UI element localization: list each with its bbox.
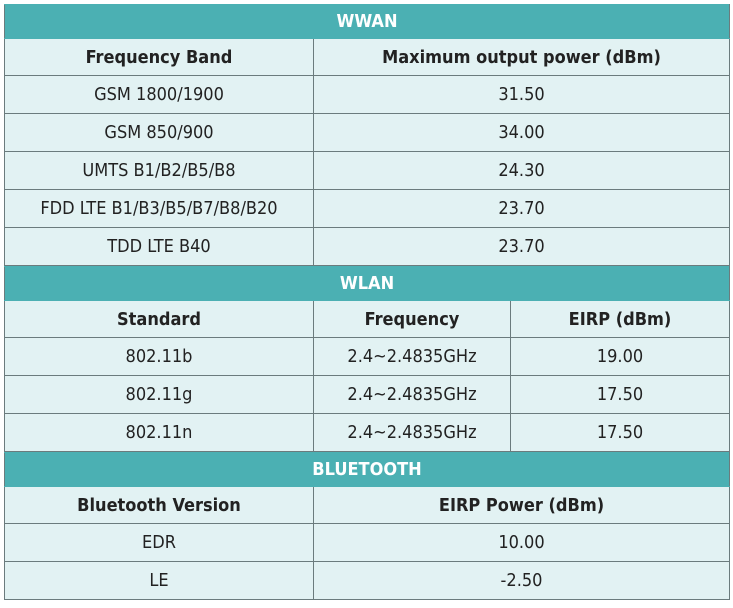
data-row: 802.11g 2.4~2.4835GHz 17.50 bbox=[4, 375, 731, 414]
cell: 2.4~2.4835GHz bbox=[313, 337, 511, 376]
cell: GSM 850/900 bbox=[4, 113, 314, 152]
data-row: UMTS B1/B2/B5/B8 24.30 bbox=[4, 151, 731, 190]
data-row: GSM 1800/1900 31.50 bbox=[4, 75, 731, 114]
spec-tables: WWAN Frequency Band Maximum output power (… bbox=[3, 4, 731, 600]
section-row: BLUETOOTH bbox=[4, 452, 730, 487]
bluetooth-table: BLUETOOTH Bluetooth Version EIRP Power (dB… bbox=[4, 452, 730, 600]
section-row: WLAN bbox=[3, 266, 731, 301]
cell: 802.11n bbox=[4, 413, 314, 452]
header-row: Frequency Band Maximum output power (dBm) bbox=[4, 38, 731, 76]
section-row: WWAN bbox=[3, 4, 731, 39]
wwan-table: WWAN Frequency Band Maximum output power (… bbox=[3, 4, 731, 266]
column-header: Frequency bbox=[313, 300, 511, 338]
column-header: Frequency Band bbox=[4, 38, 314, 76]
cell: 2.4~2.4835GHz bbox=[313, 413, 511, 452]
data-row: FDD LTE B1/B3/B5/B7/B8/B20 23.70 bbox=[4, 189, 731, 228]
cell: 17.50 bbox=[509, 413, 731, 452]
column-header: EIRP (dBm) bbox=[509, 300, 731, 338]
cell: 34.00 bbox=[312, 113, 731, 152]
cell: 802.11b bbox=[4, 337, 314, 376]
cell: TDD LTE B40 bbox=[4, 227, 314, 266]
column-header: Bluetooth Version bbox=[4, 486, 314, 524]
section-title: WLAN bbox=[3, 266, 731, 301]
cell: 2.4~2.4835GHz bbox=[313, 375, 511, 414]
cell: 10.00 bbox=[313, 523, 730, 562]
cell: 31.50 bbox=[312, 75, 731, 114]
cell: 23.70 bbox=[312, 227, 731, 266]
cell: GSM 1800/1900 bbox=[4, 75, 314, 114]
header-row: Bluetooth Version EIRP Power (dBm) bbox=[4, 486, 730, 524]
data-row: TDD LTE B40 23.70 bbox=[4, 227, 731, 266]
cell: 17.50 bbox=[509, 375, 731, 414]
cell: UMTS B1/B2/B5/B8 bbox=[4, 151, 314, 190]
cell: 24.30 bbox=[312, 151, 731, 190]
header-row: Standard Frequency EIRP (dBm) bbox=[4, 300, 731, 338]
cell: LE bbox=[4, 561, 314, 600]
data-row: 802.11b 2.4~2.4835GHz 19.00 bbox=[4, 337, 731, 376]
data-row: EDR 10.00 bbox=[4, 523, 730, 562]
cell: FDD LTE B1/B3/B5/B7/B8/B20 bbox=[4, 189, 314, 228]
column-header: Standard bbox=[4, 300, 314, 338]
cell: 23.70 bbox=[312, 189, 731, 228]
data-row: 802.11n 2.4~2.4835GHz 17.50 bbox=[4, 413, 731, 452]
column-header: EIRP Power (dBm) bbox=[313, 486, 730, 524]
cell: EDR bbox=[4, 523, 314, 562]
data-row: LE -2.50 bbox=[4, 561, 730, 600]
cell: -2.50 bbox=[313, 561, 730, 600]
section-title: WWAN bbox=[3, 4, 731, 39]
cell: 802.11g bbox=[4, 375, 314, 414]
cell: 19.00 bbox=[509, 337, 731, 376]
data-row: GSM 850/900 34.00 bbox=[4, 113, 731, 152]
section-title: BLUETOOTH bbox=[4, 452, 730, 487]
column-header: Maximum output power (dBm) bbox=[312, 38, 731, 76]
wlan-table: WLAN Standard Frequency EIRP (dBm) 802.11b 2.… bbox=[3, 266, 731, 452]
